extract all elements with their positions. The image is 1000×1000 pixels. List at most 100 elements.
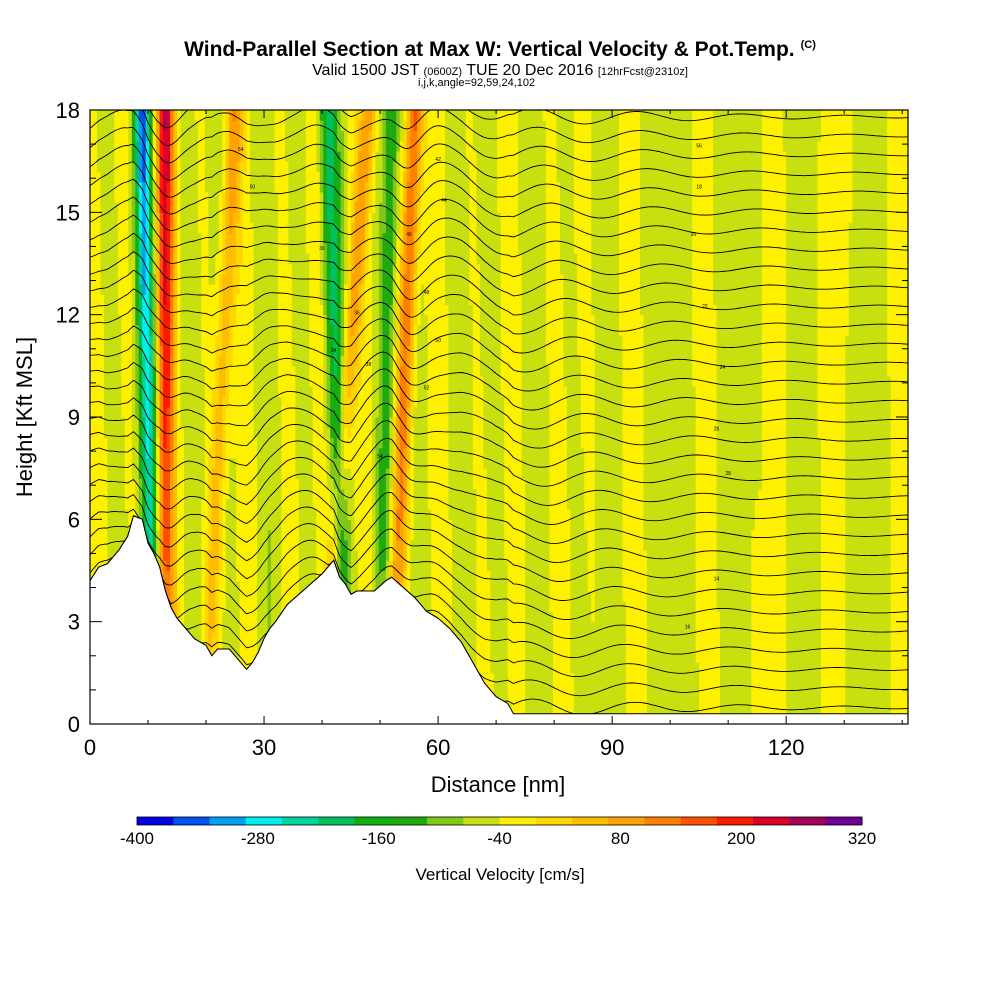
velocity-cell — [347, 120, 352, 132]
velocity-cell — [121, 355, 126, 367]
velocity-cell — [333, 294, 338, 306]
velocity-cell — [236, 150, 241, 162]
velocity-cell — [271, 488, 276, 500]
velocity-cell — [295, 191, 300, 203]
velocity-cell — [253, 263, 258, 275]
velocity-cell — [347, 509, 352, 520]
velocity-cell — [215, 130, 220, 142]
velocity-cell — [211, 560, 216, 572]
velocity-cell — [281, 314, 286, 326]
velocity-cell — [152, 283, 157, 295]
velocity-cell — [90, 171, 95, 183]
velocity-cell — [170, 550, 175, 561]
velocity-cell — [222, 140, 227, 152]
velocity-cell — [326, 222, 331, 234]
velocity-cell — [180, 580, 185, 592]
velocity-cell — [351, 253, 356, 265]
velocity-cell — [316, 314, 321, 326]
velocity-cell — [232, 253, 237, 265]
velocity-cell — [229, 212, 234, 224]
velocity-cell — [257, 590, 262, 602]
velocity-cell — [284, 406, 290, 418]
velocity-cell — [267, 232, 272, 244]
velocity-cell — [354, 457, 359, 469]
velocity-cell — [103, 150, 109, 162]
velocity-cell — [201, 437, 206, 449]
velocity-cell — [159, 478, 164, 490]
velocity-cell — [93, 488, 98, 500]
velocity-cell — [100, 468, 105, 479]
velocity-cell — [344, 232, 349, 244]
velocity-cell — [243, 437, 248, 449]
velocity-cell — [187, 191, 192, 203]
velocity-cell — [128, 324, 133, 336]
velocity-cell — [173, 386, 178, 398]
velocity-cell — [364, 324, 370, 336]
velocity-cell — [257, 283, 262, 295]
velocity-cell — [232, 580, 237, 592]
velocity-cell — [93, 529, 98, 541]
velocity-cell — [124, 529, 129, 541]
velocity-cell — [152, 468, 157, 479]
velocity-cell — [316, 232, 321, 244]
velocity-cell — [166, 488, 171, 500]
velocity-cell — [197, 110, 202, 121]
velocity-cell — [128, 212, 133, 224]
velocity-cell — [274, 232, 279, 244]
velocity-cell — [229, 191, 234, 203]
velocity-cell — [340, 509, 345, 520]
velocity-cell — [291, 181, 296, 193]
velocity-cell — [163, 345, 168, 357]
velocity-cell — [277, 509, 283, 520]
velocity-cell — [330, 140, 335, 152]
velocity-cell — [180, 161, 185, 172]
velocity-cell — [347, 304, 352, 316]
velocity-cell — [121, 120, 126, 132]
velocity-cell — [368, 560, 373, 572]
velocity-cell — [110, 417, 115, 428]
velocity-cell — [309, 406, 314, 418]
velocity-cell — [187, 437, 192, 449]
velocity-cell — [194, 273, 199, 285]
velocity-cell — [93, 478, 98, 490]
velocity-cell — [135, 140, 140, 152]
velocity-cell — [93, 519, 98, 531]
velocity-cell — [288, 150, 293, 162]
velocity-cell — [90, 427, 95, 439]
velocity-cell — [302, 283, 307, 295]
velocity-cell — [337, 345, 342, 357]
velocity-cell — [197, 365, 202, 377]
velocity-cell — [312, 406, 317, 418]
velocity-cell — [121, 478, 126, 490]
velocity-cell — [114, 335, 119, 346]
velocity-cell — [163, 539, 168, 551]
velocity-cell — [274, 457, 279, 469]
velocity-cell — [124, 304, 129, 316]
velocity-cell — [156, 314, 161, 326]
velocity-cell — [114, 171, 119, 183]
velocity-cell — [204, 427, 209, 439]
velocity-cell — [302, 191, 307, 203]
velocity-cell — [319, 110, 324, 121]
velocity-cell — [142, 263, 147, 275]
velocity-cell — [222, 335, 227, 346]
velocity-cell — [253, 468, 258, 479]
velocity-cell — [284, 560, 290, 572]
velocity-cell — [358, 263, 363, 275]
velocity-cell — [110, 283, 115, 295]
velocity-cell — [114, 212, 119, 224]
velocity-cell — [194, 386, 199, 398]
velocity-cell — [246, 263, 251, 275]
velocity-cell — [225, 447, 230, 459]
velocity-cell — [159, 191, 164, 203]
velocity-cell — [284, 365, 290, 377]
velocity-cell — [288, 324, 293, 336]
velocity-cell — [229, 601, 234, 613]
velocity-cell — [170, 539, 175, 551]
velocity-cell — [121, 181, 126, 193]
velocity-cell — [190, 294, 196, 306]
velocity-cell — [159, 232, 164, 244]
velocity-cell — [159, 222, 164, 234]
velocity-cell — [264, 560, 269, 572]
velocity-cell — [288, 417, 293, 428]
